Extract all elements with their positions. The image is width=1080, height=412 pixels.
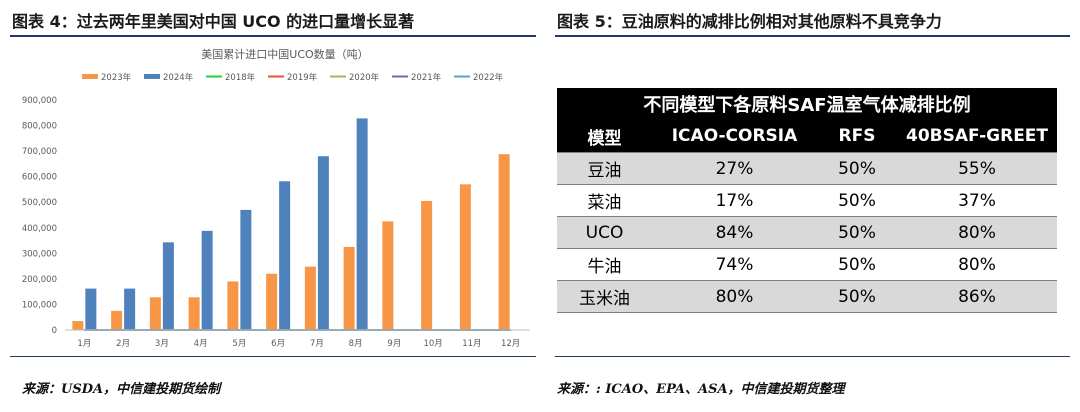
legend-label: 2018年	[225, 72, 256, 83]
bar-2023年	[304, 266, 316, 330]
cell-feedstock: 牛油	[557, 248, 652, 281]
x-tick-label: 8月	[349, 339, 363, 349]
cell-rfs: 50%	[817, 248, 897, 281]
legend-label: 2023年	[101, 72, 132, 83]
bar-2024年	[317, 156, 329, 330]
table-row: 菜油 17% 50% 37%	[557, 184, 1057, 217]
chart-legend: 2023年 2024年 2018年 2019年 2020年 2021年 2022年	[82, 72, 504, 83]
cell-greet: 55%	[897, 152, 1057, 185]
cell-greet: 86%	[897, 280, 1057, 313]
left-source: 来源：USDA，中信建投期货绘制	[22, 382, 221, 397]
cell-icao: 84%	[652, 216, 817, 249]
x-tick-label: 3月	[155, 339, 169, 349]
right-source: 来源：: ICAO、EPA、ASA，中信建投期货整理	[557, 382, 845, 397]
x-tick-label: 5月	[232, 339, 246, 349]
x-tick-label: 6月	[271, 339, 285, 349]
cell-icao: 74%	[652, 248, 817, 281]
bar-2024年	[85, 288, 97, 330]
y-tick-label: 200,000	[22, 275, 57, 285]
header-model: 模型	[557, 120, 652, 153]
y-tick-label: 400,000	[22, 224, 57, 234]
y-tick-label: 100,000	[22, 300, 57, 310]
x-tick-label: 4月	[194, 339, 208, 349]
table-row: 豆油 27% 50% 55%	[557, 152, 1057, 185]
cell-feedstock: UCO	[557, 216, 652, 249]
table-row: 牛油 74% 50% 80%	[557, 248, 1057, 281]
right-title-rule	[555, 35, 1070, 37]
bar-2023年	[343, 246, 355, 330]
legend-label: 2021年	[411, 72, 442, 83]
legend-label: 2024年	[163, 72, 194, 83]
y-tick-label: 600,000	[22, 173, 57, 183]
cell-rfs: 50%	[817, 152, 897, 185]
left-title-rule	[10, 35, 536, 37]
y-tick-label: 800,000	[22, 122, 57, 132]
x-tick-label: 12月	[501, 339, 520, 349]
bar-2024年	[124, 288, 136, 330]
y-tick-label: 500,000	[22, 198, 57, 208]
bar-2023年	[459, 184, 471, 330]
cell-icao: 80%	[652, 280, 817, 313]
table-row: UCO 84% 50% 80%	[557, 216, 1057, 249]
legend-label: 2019年	[287, 72, 318, 83]
bar-2023年	[188, 297, 200, 330]
bar-2023年	[227, 281, 239, 330]
y-tick-label: 300,000	[22, 249, 57, 259]
cell-feedstock: 菜油	[557, 184, 652, 217]
x-tick-label: 2月	[116, 339, 130, 349]
bar-2023年	[498, 154, 510, 330]
y-tick-label: 700,000	[22, 147, 57, 157]
x-tick-label: 9月	[387, 339, 401, 349]
legend-swatch	[82, 74, 98, 79]
y-tick-label: 900,000	[22, 96, 57, 106]
bar-2023年	[72, 321, 84, 330]
bars-layer	[72, 118, 511, 331]
bar-2024年	[240, 209, 252, 330]
cell-icao: 27%	[652, 152, 817, 185]
cell-icao: 17%	[652, 184, 817, 217]
bar-2023年	[421, 200, 433, 330]
bar-2023年	[149, 297, 161, 330]
header-icao: ICAO-CORSIA	[652, 120, 817, 153]
cell-rfs: 50%	[817, 216, 897, 249]
bar-2024年	[356, 118, 368, 331]
cell-greet: 80%	[897, 216, 1057, 249]
header-rfs: RFS	[817, 120, 897, 153]
x-tick-label: 11月	[462, 339, 481, 349]
cell-rfs: 50%	[817, 184, 897, 217]
cell-feedstock: 玉米油	[557, 280, 652, 313]
uco-import-chart: 美国累计进口中国UCO数量（吨） 2023年 2024年 2018年 2019年 202…	[22, 48, 530, 349]
x-tick-label: 7月	[310, 339, 324, 349]
cell-feedstock: 豆油	[557, 152, 652, 185]
header-greet: 40BSAF-GREET	[897, 120, 1057, 153]
x-tick-label: 10月	[423, 339, 442, 349]
bar-2024年	[201, 230, 213, 330]
y-axis: 0 100,000 200,000 300,000 400,000 500,000 600,…	[22, 96, 57, 336]
table-row: 玉米油 80% 50% 86%	[557, 280, 1057, 313]
left-figure-title: 图表 4：过去两年里美国对中国 UCO 的进口量增长显著	[12, 12, 415, 31]
legend-label: 2020年	[349, 72, 380, 83]
ghg-reduction-table: 不同模型下各原料SAF温室气体减排比例 模型 ICAO-CORSIA RFS 4…	[557, 88, 1057, 313]
chart-title: 美国累计进口中国UCO数量（吨）	[201, 48, 368, 61]
right-figure-title: 图表 5：豆油原料的减排比例相对其他原料不具竞争力	[557, 12, 942, 31]
bar-2024年	[279, 181, 291, 330]
bar-2023年	[266, 273, 278, 330]
cell-greet: 80%	[897, 248, 1057, 281]
legend-label: 2022年	[473, 72, 504, 83]
left-bottom-rule	[10, 356, 536, 357]
legend-swatch	[144, 74, 160, 79]
right-bottom-rule	[555, 356, 1070, 357]
y-tick-label: 0	[52, 326, 57, 336]
bar-2024年	[162, 242, 174, 330]
bar-2023年	[111, 310, 123, 330]
bar-2023年	[382, 221, 394, 330]
table-caption: 不同模型下各原料SAF温室气体减排比例	[557, 88, 1057, 120]
x-axis: 1月 2月 3月 4月 5月 6月 7月 8月 9月 10月 11月 12月	[65, 329, 530, 349]
x-tick-label: 1月	[77, 339, 91, 349]
cell-rfs: 50%	[817, 280, 897, 313]
cell-greet: 37%	[897, 184, 1057, 217]
